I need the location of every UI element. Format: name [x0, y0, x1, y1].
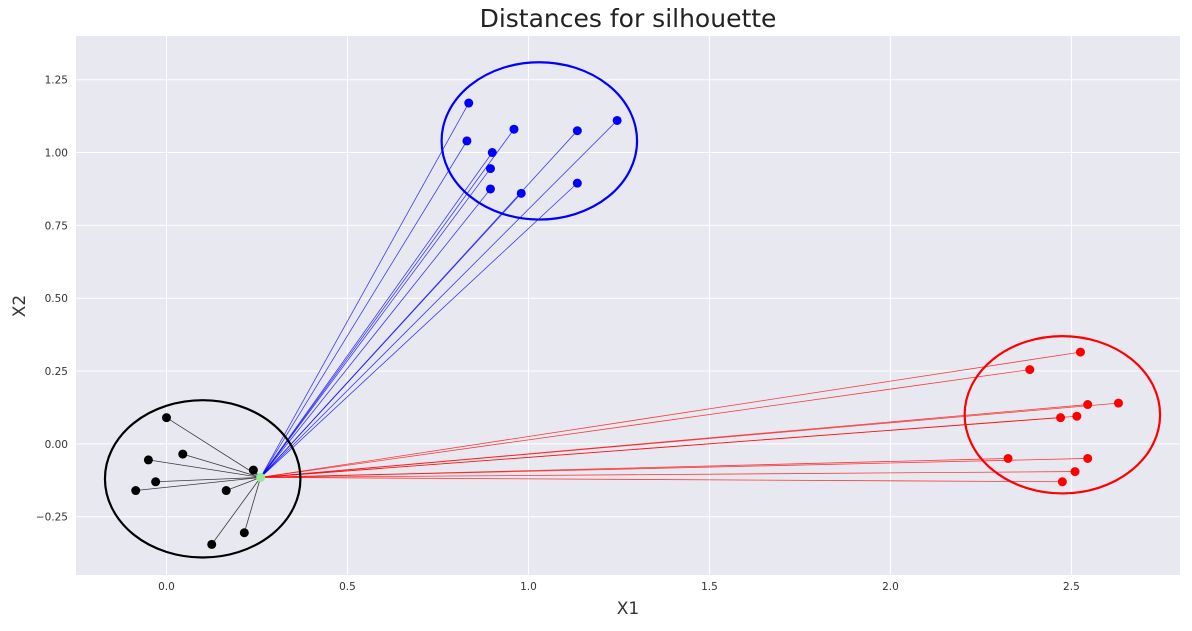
- data-point: [487, 148, 497, 158]
- data-point: [178, 449, 188, 459]
- data-point: [1083, 400, 1093, 410]
- distance-line: [260, 120, 618, 478]
- cluster-ellipse: [103, 399, 302, 559]
- y-tick-label: 0.50: [45, 293, 68, 305]
- x-tick-label: 0.0: [158, 581, 175, 593]
- data-point: [1057, 477, 1067, 487]
- data-point: [1070, 467, 1080, 477]
- data-point: [1056, 413, 1066, 423]
- plot-layer: [103, 61, 1162, 559]
- distance-line: [260, 168, 491, 478]
- data-point: [1083, 453, 1093, 463]
- distance-line: [148, 459, 261, 478]
- distance-line: [260, 152, 493, 478]
- data-point: [143, 455, 153, 465]
- y-tick-labels: −0.25 0.00 0.25 0.50 0.75 1.00 1.25: [36, 75, 68, 524]
- y-tick-label: 1.00: [45, 148, 68, 160]
- data-point: [572, 126, 582, 136]
- y-tick-label: −0.25: [36, 512, 68, 524]
- grid-lines: [76, 36, 1180, 575]
- data-point: [509, 124, 519, 134]
- distance-line: [260, 188, 491, 478]
- y-tick-label: 0.00: [45, 439, 68, 451]
- x-tick-label: 1.5: [701, 581, 718, 593]
- data-point: [1075, 347, 1085, 357]
- distance-line: [260, 476, 1063, 483]
- x-tick-labels: 0.0 0.5 1.0 1.5 2.0 2.5: [158, 581, 1080, 593]
- distance-line: [211, 477, 261, 545]
- x-axis-label: X1: [617, 599, 639, 619]
- distance-line: [135, 476, 261, 491]
- distance-lines: [135, 102, 1119, 545]
- data-point: [161, 413, 171, 423]
- distance-line: [155, 476, 261, 483]
- cluster-ellipses: [103, 61, 1162, 559]
- data-point: [207, 539, 217, 549]
- y-tick-label: 0.75: [45, 220, 68, 232]
- plot-area: [76, 36, 1180, 575]
- distance-line: [260, 471, 1076, 478]
- reference-point: [256, 472, 266, 482]
- distance-line: [260, 140, 468, 478]
- data-point: [1003, 453, 1013, 463]
- distance-line: [260, 182, 578, 478]
- data-point: [462, 136, 472, 146]
- data-point: [516, 188, 526, 198]
- data-point: [1072, 411, 1082, 421]
- data-point: [485, 164, 495, 174]
- data-point: [572, 178, 582, 188]
- data-point: [612, 115, 622, 125]
- data-point: [248, 465, 258, 475]
- x-tick-label: 2.0: [882, 581, 899, 593]
- y-tick-label: 0.25: [45, 366, 68, 378]
- x-tick-label: 2.5: [1063, 581, 1080, 593]
- data-point: [485, 184, 495, 194]
- distance-line: [243, 477, 261, 533]
- x-tick-label: 1.0: [520, 581, 537, 593]
- cluster-ellipse: [963, 334, 1162, 495]
- distance-line: [182, 453, 261, 478]
- data-point: [131, 486, 141, 496]
- distance-line: [260, 128, 515, 478]
- data-point: [221, 486, 231, 496]
- cluster-ellipse: [440, 61, 639, 221]
- data-point: [151, 477, 161, 487]
- distance-line: [260, 102, 470, 478]
- data-point: [1025, 365, 1035, 375]
- x-tick-label: 0.5: [339, 581, 356, 593]
- distance-line: [260, 458, 1088, 478]
- data-point: [464, 98, 474, 108]
- distance-line: [226, 477, 261, 491]
- y-axis-label: X2: [10, 295, 30, 317]
- data-point: [239, 528, 249, 538]
- y-tick-label: 1.25: [45, 75, 68, 87]
- chart-title: Distances for silhouette: [480, 4, 777, 33]
- distance-line: [260, 351, 1081, 478]
- distance-line: [260, 369, 1030, 478]
- distance-line: [166, 417, 261, 478]
- data-point: [1113, 398, 1123, 408]
- distance-line: [260, 404, 1088, 478]
- data-points: [131, 98, 1123, 549]
- distance-line: [260, 417, 1061, 478]
- distance-line: [260, 130, 578, 478]
